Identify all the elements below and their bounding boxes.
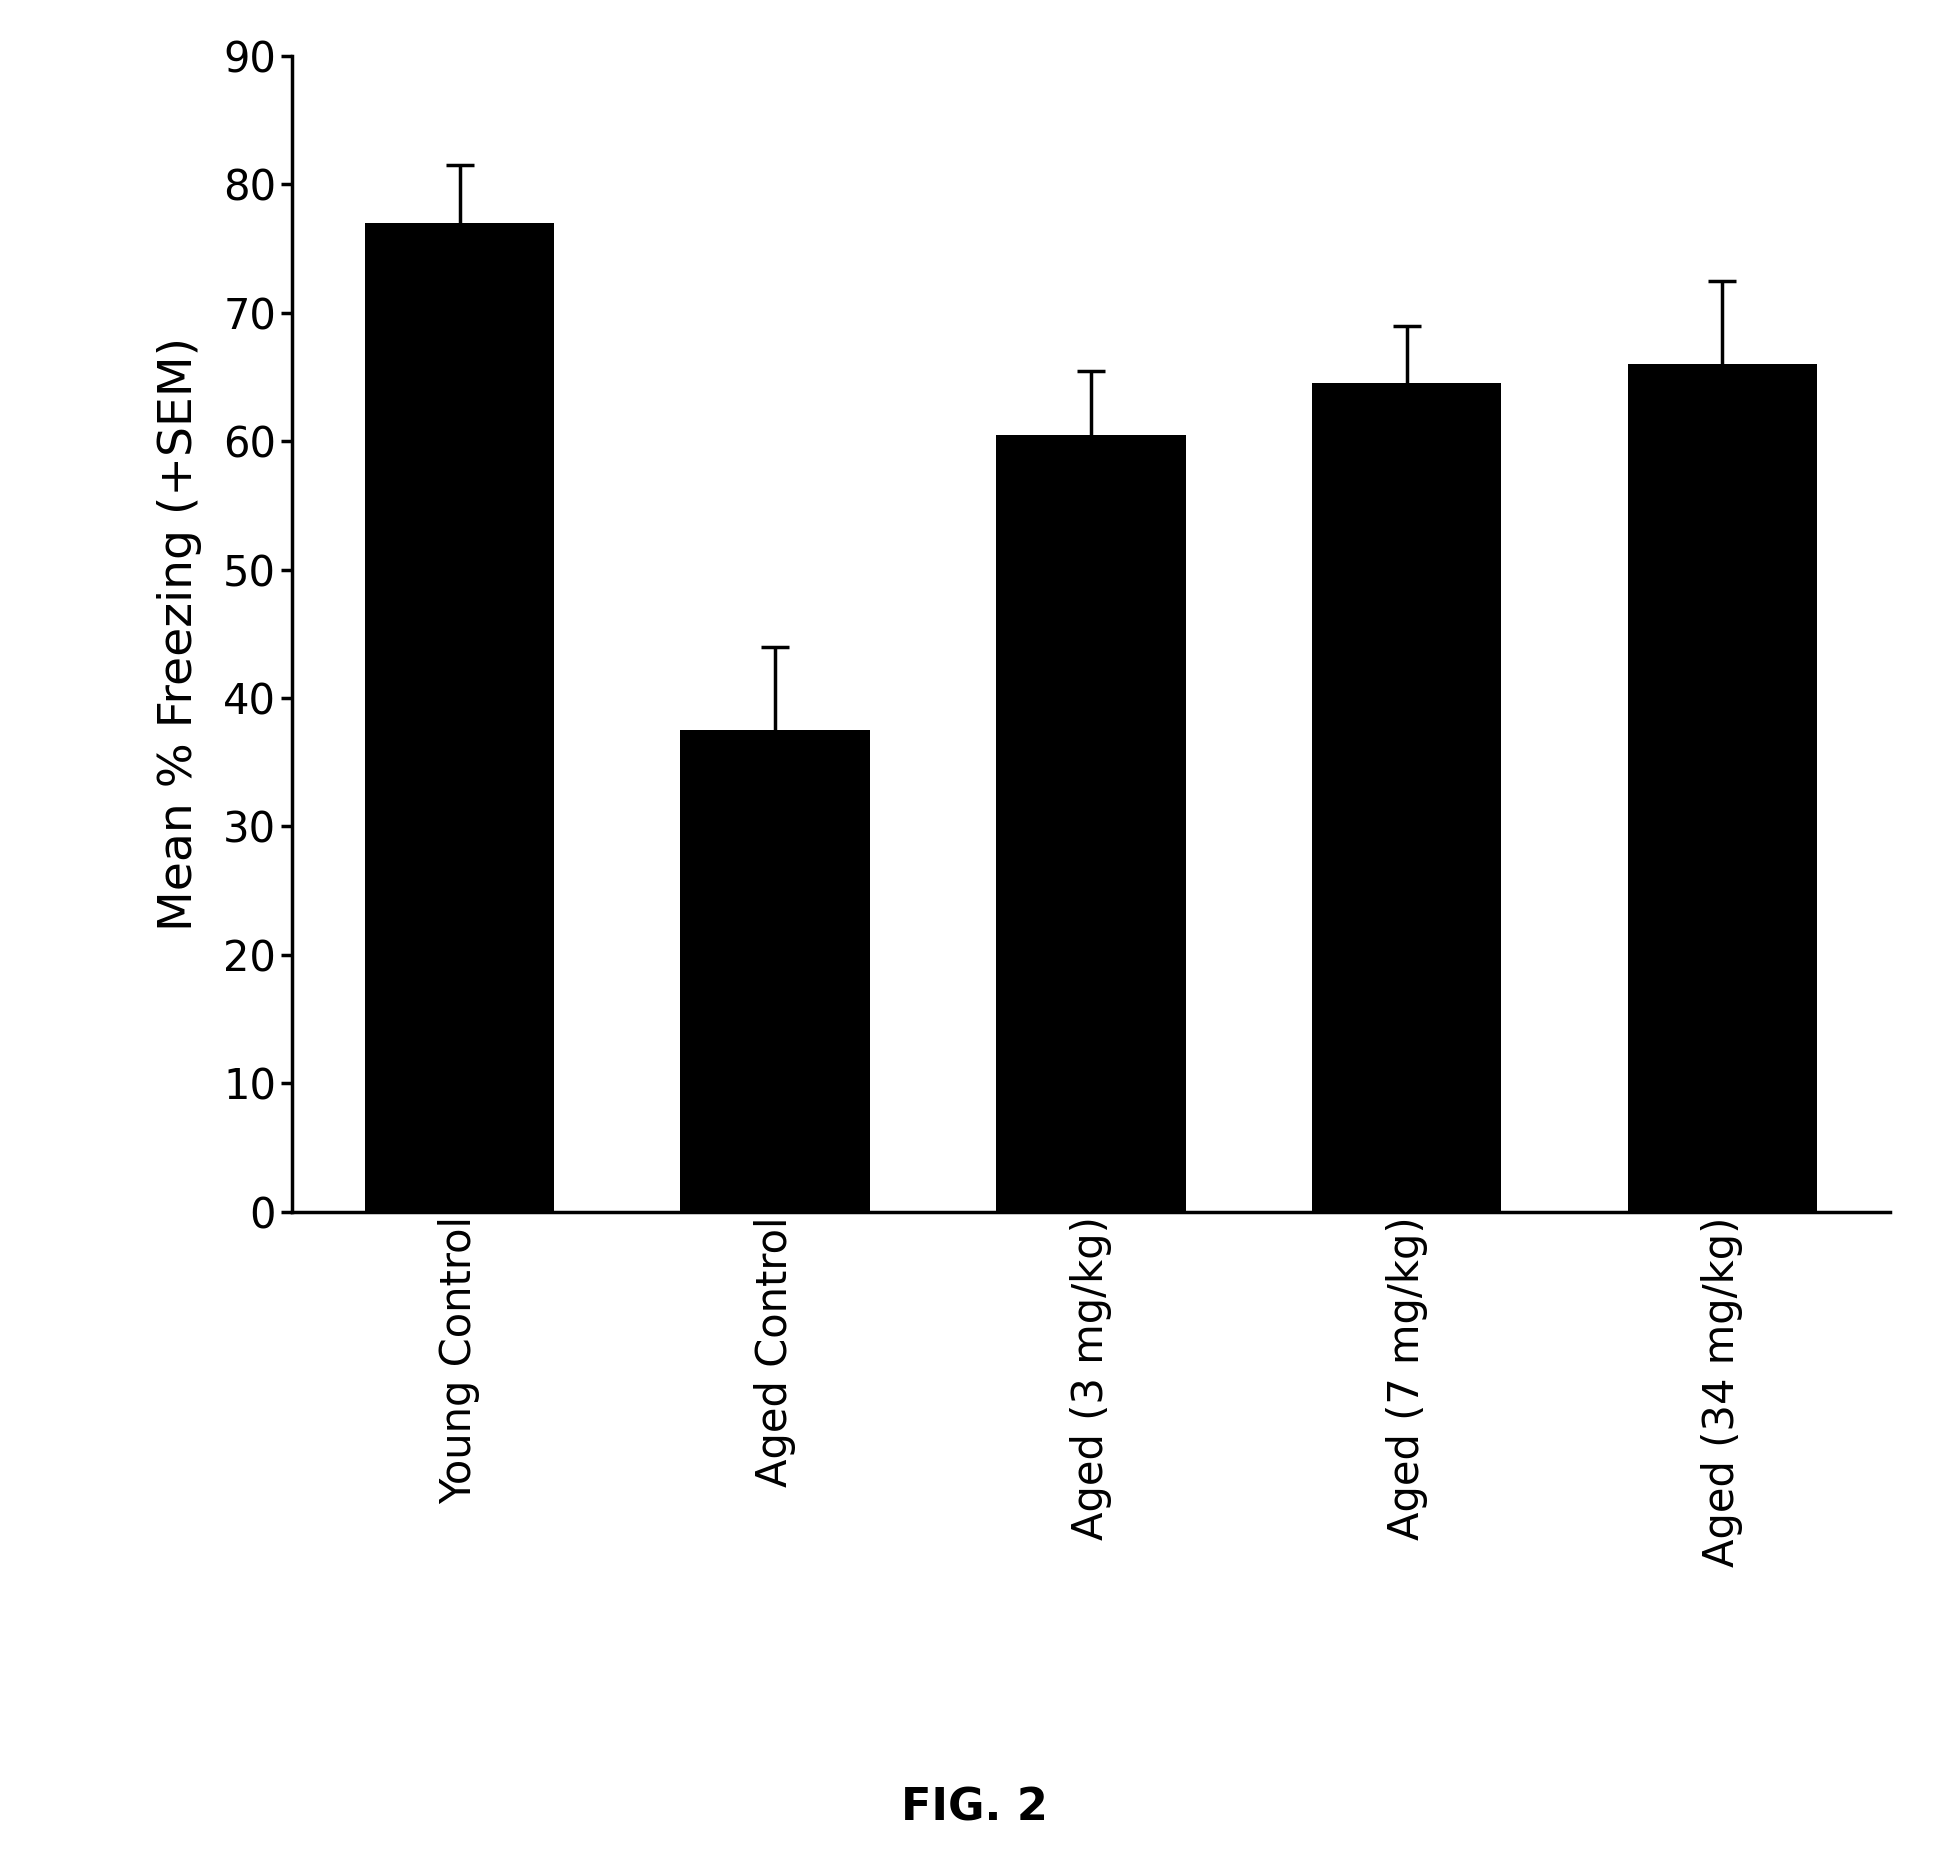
Bar: [1627, 363, 1817, 1212]
Bar: [995, 434, 1186, 1212]
Bar: [1311, 384, 1502, 1212]
Y-axis label: Mean % Freezing (+SEM): Mean % Freezing (+SEM): [158, 337, 203, 930]
Bar: [680, 731, 871, 1212]
Text: FIG. 2: FIG. 2: [900, 1786, 1048, 1830]
Bar: [364, 224, 555, 1212]
